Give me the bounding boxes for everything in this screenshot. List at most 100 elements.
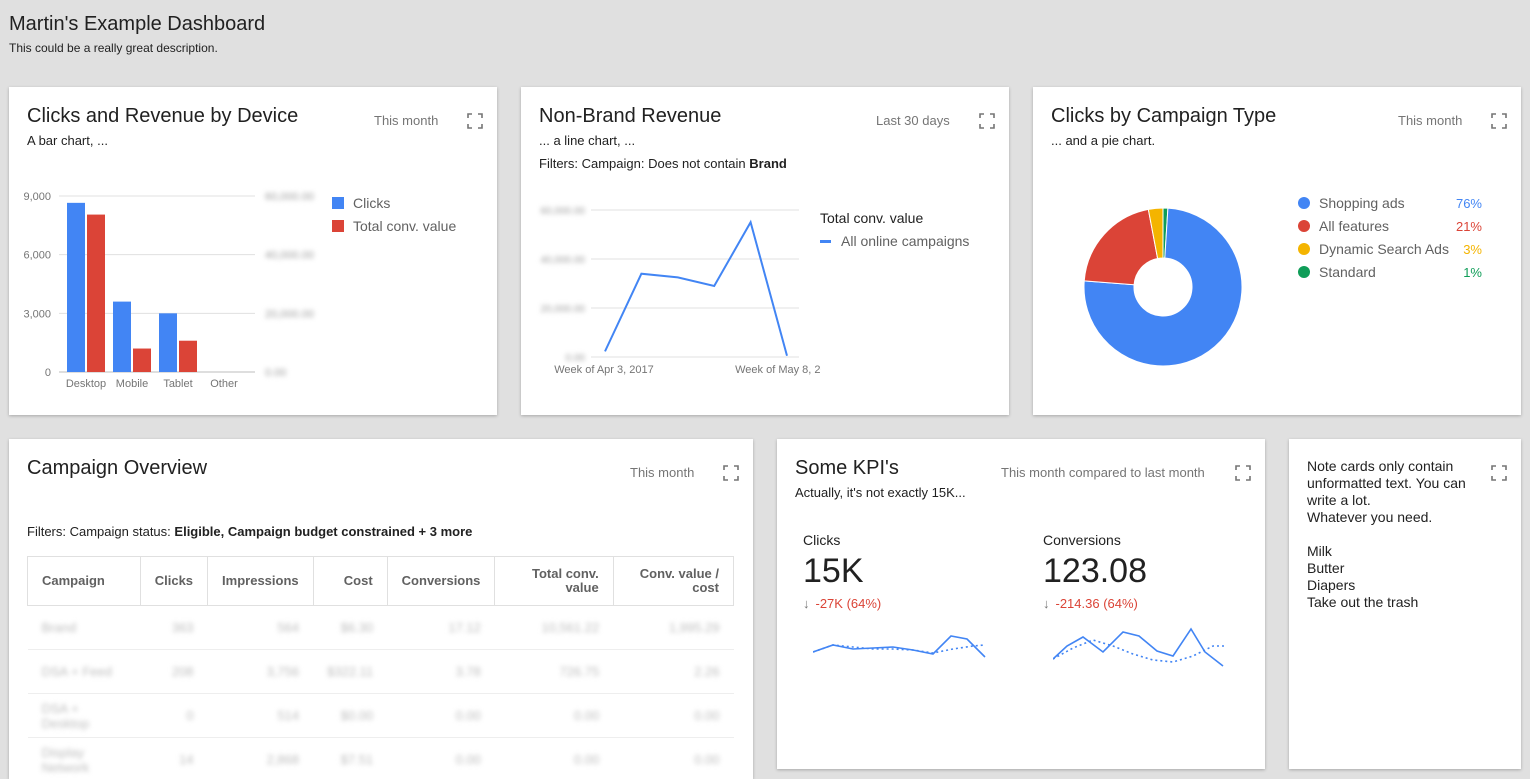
- table-cell: 208: [140, 650, 207, 694]
- date-range-label[interactable]: This month: [374, 113, 438, 128]
- y-tick-label: 9,000: [23, 191, 51, 203]
- card-subtitle: Actually, it's not exactly 15K...: [795, 485, 966, 500]
- sparkline-current: [813, 636, 985, 657]
- card-filters: Filters: Campaign: Does not contain Bran…: [539, 156, 787, 171]
- secondary-y-tick-label: 40,000.00: [265, 250, 314, 262]
- card-title: Clicks by Campaign Type: [1051, 105, 1276, 128]
- table-cell: 0.00: [495, 738, 613, 779]
- x-tick-label: Mobile: [116, 378, 148, 390]
- date-range-label[interactable]: This month compared to last month: [1001, 465, 1205, 480]
- date-range-label[interactable]: This month: [630, 465, 694, 480]
- legend-dot: [1298, 220, 1310, 232]
- date-range-label[interactable]: Last 30 days: [876, 113, 950, 128]
- kpi-label-clicks: Clicks: [803, 532, 840, 548]
- table-cell: Brand: [28, 606, 141, 650]
- table-cell: DSA + Desktop: [28, 694, 141, 738]
- dashboard-description: This could be a really great description…: [9, 41, 218, 55]
- table-cell: 3,756: [208, 650, 314, 694]
- arrow-down-icon: ↓: [1043, 596, 1050, 611]
- filter-value: Brand: [749, 156, 787, 171]
- card-title: Campaign Overview: [27, 457, 207, 480]
- x-tick-label: Tablet: [163, 378, 192, 390]
- card-clicks-revenue-by-device: Clicks and Revenue by Device A bar chart…: [9, 87, 497, 415]
- legend-title: Total conv. value: [820, 210, 923, 226]
- card-title: Non-Brand Revenue: [539, 105, 721, 128]
- table-cell: 0: [140, 694, 207, 738]
- kpi-sparkline-clicks: [813, 624, 993, 664]
- bar-total-conv-value-desktop[interactable]: [87, 215, 105, 372]
- table-cell: 3.78: [387, 650, 495, 694]
- column-header[interactable]: Total conv. value: [495, 557, 613, 606]
- y-tick-label: 0: [45, 367, 51, 379]
- card-some-kpis: Some KPI's Actually, it's not exactly 15…: [777, 439, 1265, 769]
- legend-swatch: [820, 240, 831, 243]
- secondary-y-tick-label: 20,000.00: [265, 308, 314, 320]
- y-tick-label: 0.00: [566, 353, 586, 364]
- table-cell: 10,561.22: [495, 606, 613, 650]
- fullscreen-expand-icon[interactable]: [1491, 113, 1507, 129]
- table-cell: 0.00: [495, 694, 613, 738]
- legend-label: Clicks: [353, 195, 390, 211]
- table-cell: 0.00: [387, 738, 495, 779]
- bar-clicks-mobile[interactable]: [113, 302, 131, 372]
- fullscreen-expand-icon[interactable]: [1491, 465, 1507, 481]
- card-note: Note cards only contain unformatted text…: [1289, 439, 1521, 769]
- table-cell: DSA + Feed: [28, 650, 141, 694]
- line-series-all-online-campaigns[interactable]: [605, 222, 787, 356]
- bar-clicks-tablet[interactable]: [159, 313, 177, 372]
- date-range-label[interactable]: This month: [1398, 113, 1462, 128]
- legend-item-all-online-campaigns: All online campaigns: [820, 233, 969, 249]
- table-cell: 1,995.29: [613, 606, 733, 650]
- legend-label: Shopping ads: [1319, 195, 1405, 211]
- kpi-delta-clicks: ↓-27K (64%): [803, 596, 881, 611]
- x-tick-label: Desktop: [66, 378, 106, 390]
- fullscreen-expand-icon[interactable]: [979, 113, 995, 129]
- kpi-value-conversions: 123.08: [1043, 552, 1147, 591]
- table-cell: 0.00: [387, 694, 495, 738]
- kpi-value-clicks: 15K: [803, 552, 864, 591]
- card-title: Clicks and Revenue by Device: [27, 105, 298, 128]
- bar-clicks-desktop[interactable]: [67, 203, 85, 372]
- fullscreen-expand-icon[interactable]: [723, 465, 739, 481]
- column-header[interactable]: Cost: [313, 557, 387, 606]
- kpi-sparkline-conversions: [1053, 624, 1233, 669]
- column-header[interactable]: Clicks: [140, 557, 207, 606]
- column-header[interactable]: Conv. value / cost: [613, 557, 733, 606]
- table-cell: 0.00: [613, 694, 733, 738]
- legend-percent: 76%: [1442, 196, 1482, 211]
- bar-total-conv-value-mobile[interactable]: [133, 349, 151, 372]
- card-clicks-by-campaign-type: Clicks by Campaign Type ... and a pie ch…: [1033, 87, 1521, 415]
- x-tick-label: Week of Apr 3, 2017: [554, 364, 653, 376]
- kpi-delta-text: -214.36 (64%): [1056, 596, 1138, 611]
- pie-slice-all-features[interactable]: [1084, 209, 1157, 284]
- table-cell: 17.12: [387, 606, 495, 650]
- column-header[interactable]: Impressions: [208, 557, 314, 606]
- fullscreen-expand-icon[interactable]: [467, 113, 483, 129]
- card-filters: Filters: Campaign status: Eligible, Camp…: [27, 524, 472, 539]
- fullscreen-expand-icon[interactable]: [1235, 465, 1251, 481]
- x-tick-label: Other: [210, 378, 238, 390]
- bar-total-conv-value-tablet[interactable]: [179, 341, 197, 372]
- column-header[interactable]: Conversions: [387, 557, 495, 606]
- legend-item-shopping-ads: Shopping ads: [1298, 195, 1405, 211]
- legend-percent: 21%: [1442, 219, 1482, 234]
- table-cell: 2.26: [613, 650, 733, 694]
- table-cell: 514: [208, 694, 314, 738]
- table-cell: 0.00: [613, 738, 733, 779]
- column-header[interactable]: Campaign: [28, 557, 141, 606]
- secondary-y-tick-label: 0.00: [265, 367, 286, 379]
- note-text: Note cards only contain unformatted text…: [1307, 458, 1467, 611]
- kpi-delta-conversions: ↓ -214.36 (64%): [1043, 596, 1138, 611]
- y-tick-label: 20,000.00: [541, 304, 586, 315]
- legend-label: Standard: [1319, 264, 1376, 280]
